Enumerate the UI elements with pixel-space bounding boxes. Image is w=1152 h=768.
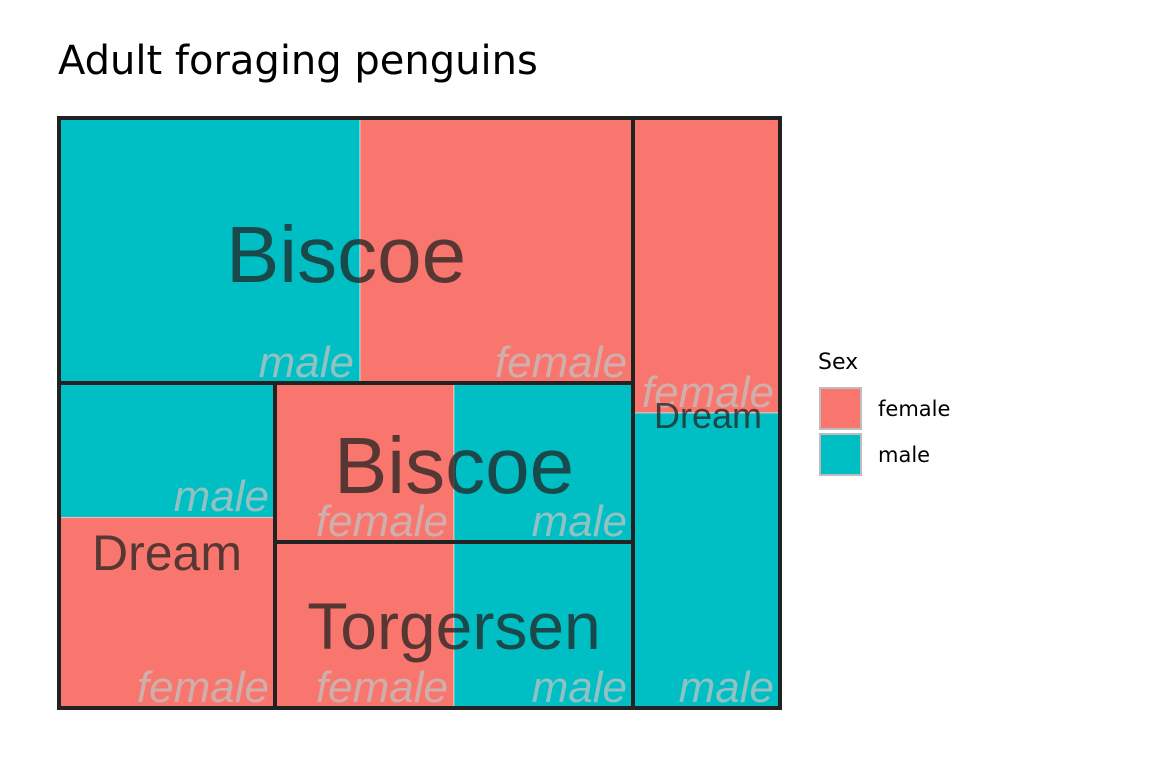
treemap-tile-1-female bbox=[58, 516, 276, 709]
tile-label: female bbox=[316, 663, 448, 712]
legend-label-male: male bbox=[878, 443, 930, 467]
tile-label: male bbox=[532, 497, 627, 546]
tile-label: female bbox=[495, 338, 627, 387]
treemap-tile-1-male bbox=[58, 382, 276, 518]
treemap-tile-3-female bbox=[274, 382, 455, 543]
legend: Sex female male bbox=[818, 350, 950, 476]
tile-label: female bbox=[316, 497, 448, 546]
tile-label: male bbox=[679, 663, 774, 712]
chart-title: Adult foraging penguins bbox=[58, 38, 538, 84]
legend-label-female: female bbox=[878, 397, 950, 421]
tile-label: female bbox=[642, 368, 774, 417]
group-label: Torgersen bbox=[307, 589, 601, 663]
treemap-tile-4-female bbox=[274, 541, 455, 709]
treemap-tile-0-male bbox=[58, 117, 361, 384]
legend-key-male bbox=[819, 433, 862, 476]
group-label: Dream bbox=[654, 395, 762, 436]
treemap-tile-2-female bbox=[632, 117, 781, 414]
legend-key-female bbox=[819, 387, 862, 430]
legend-title: Sex bbox=[818, 350, 858, 375]
tile-label: male bbox=[174, 472, 269, 521]
treemap-tile-2-male bbox=[632, 412, 781, 709]
tile-label: female bbox=[137, 663, 269, 712]
group-label: Biscoe bbox=[334, 421, 574, 510]
plot-border bbox=[57, 116, 782, 710]
tile-label: male bbox=[532, 663, 627, 712]
group-label: Biscoe bbox=[226, 210, 466, 299]
group-label: Dream bbox=[92, 525, 242, 581]
tile-label: male bbox=[259, 338, 354, 387]
treemap-tile-3-male bbox=[453, 382, 634, 543]
